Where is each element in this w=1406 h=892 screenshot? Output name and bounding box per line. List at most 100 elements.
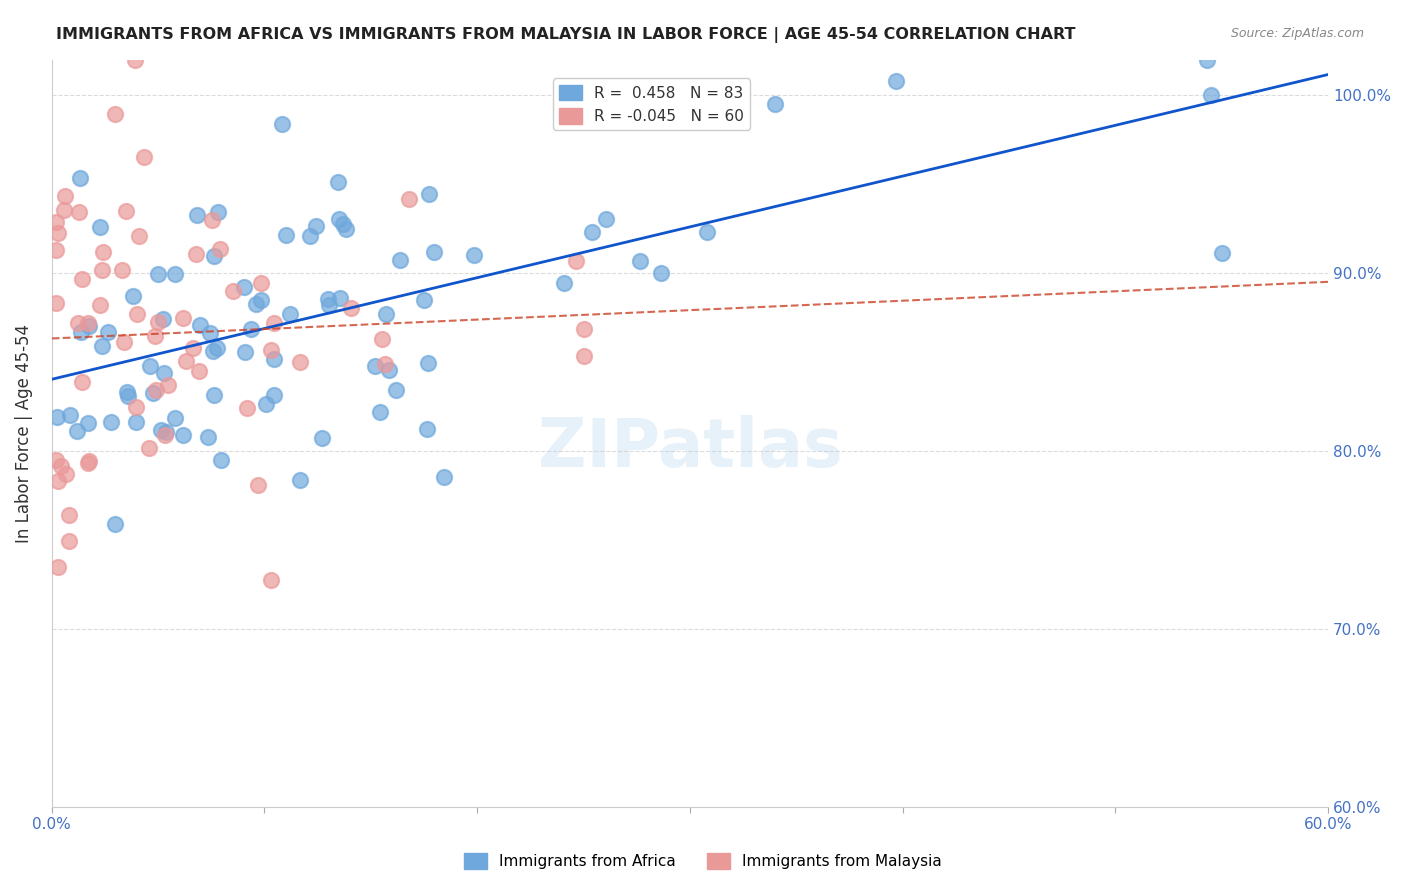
Immigrants from Malaysia (45, 215, 67, 229)
Immigrants from Malaysia (174, 353, 197, 368)
Immigrants from Africa (142, 385, 165, 400)
Immigrants from Africa (153, 366, 176, 380)
Immigrants from Africa (232, 280, 254, 294)
Immigrants from Malaysia (70, 271, 93, 285)
Immigrants from Africa (463, 248, 485, 262)
Immigrants from Africa (884, 74, 907, 88)
Immigrants from Malaysia (53, 189, 76, 203)
Immigrants from Africa (278, 307, 301, 321)
Immigrants from Africa (1197, 53, 1219, 67)
Immigrants from Africa (1199, 88, 1222, 103)
Immigrants from Africa (163, 267, 186, 281)
Immigrants from Africa (385, 383, 408, 397)
Immigrants from Malaysia (45, 296, 67, 310)
Immigrants from Africa (763, 97, 786, 112)
Immigrants from Africa (104, 516, 127, 531)
Immigrants from Africa (329, 291, 352, 305)
Immigrants from Malaysia (172, 310, 194, 325)
Immigrants from Malaysia (72, 376, 94, 390)
Immigrants from Africa (416, 356, 439, 370)
Immigrants from Malaysia (49, 458, 72, 473)
Immigrants from Africa (201, 344, 224, 359)
Immigrants from Malaysia (76, 316, 98, 330)
Immigrants from Africa (364, 359, 387, 374)
Immigrants from Africa (388, 252, 411, 267)
Immigrants from Malaysia (46, 226, 69, 240)
Immigrants from Africa (422, 245, 444, 260)
Immigrants from Africa (79, 319, 101, 334)
Immigrants from Africa (316, 292, 339, 306)
Immigrants from Malaysia (208, 242, 231, 256)
Immigrants from Malaysia (236, 401, 259, 416)
Immigrants from Africa (595, 211, 617, 226)
Immigrants from Africa (69, 171, 91, 186)
Immigrants from Malaysia (45, 453, 67, 467)
Text: Source: ZipAtlas.com: Source: ZipAtlas.com (1230, 27, 1364, 40)
Immigrants from Malaysia (153, 428, 176, 442)
Immigrants from Africa (375, 307, 398, 321)
Immigrants from Africa (696, 225, 718, 239)
Immigrants from Malaysia (125, 307, 148, 321)
Immigrants from Africa (318, 298, 340, 312)
Immigrants from Africa (326, 175, 349, 189)
Immigrants from Africa (89, 219, 111, 234)
Immigrants from Africa (305, 219, 328, 233)
Immigrants from Africa (415, 421, 437, 435)
Immigrants from Africa (628, 254, 651, 268)
Immigrants from Malaysia (572, 322, 595, 336)
Immigrants from Malaysia (260, 574, 283, 588)
Immigrants from Malaysia (46, 474, 69, 488)
Immigrants from Africa (70, 325, 93, 339)
Immigrants from Malaysia (398, 192, 420, 206)
Immigrants from Africa (412, 293, 434, 308)
Immigrants from Africa (163, 411, 186, 425)
Immigrants from Africa (45, 409, 67, 424)
Immigrants from Malaysia (184, 247, 207, 261)
Immigrants from Africa (553, 276, 575, 290)
Immigrants from Malaysia (91, 245, 114, 260)
Immigrants from Malaysia (90, 263, 112, 277)
Immigrants from Malaysia (111, 263, 134, 277)
Immigrants from Malaysia (124, 400, 146, 414)
Immigrants from Africa (673, 103, 696, 117)
Immigrants from Malaysia (89, 298, 111, 312)
Immigrants from Malaysia (201, 213, 224, 227)
Immigrants from Africa (233, 344, 256, 359)
Immigrants from Malaysia (77, 454, 100, 468)
Immigrants from Malaysia (114, 203, 136, 218)
Immigrants from Malaysia (187, 364, 209, 378)
Immigrants from Africa (188, 318, 211, 332)
Immigrants from Malaysia (222, 284, 245, 298)
Immigrants from Malaysia (249, 276, 271, 290)
Y-axis label: In Labor Force | Age 45-54: In Labor Force | Age 45-54 (15, 324, 32, 543)
Text: ZIPatlas: ZIPatlas (537, 416, 842, 482)
Immigrants from Africa (152, 311, 174, 326)
Immigrants from Malaysia (45, 244, 67, 258)
Immigrants from Africa (332, 217, 354, 231)
Immigrants from Africa (249, 293, 271, 308)
Immigrants from Africa (125, 415, 148, 429)
Immigrants from Malaysia (134, 151, 156, 165)
Immigrants from Africa (186, 208, 208, 222)
Immigrants from Malaysia (143, 329, 166, 343)
Immigrants from Africa (298, 229, 321, 244)
Immigrants from Africa (1211, 246, 1233, 260)
Immigrants from Malaysia (128, 229, 150, 244)
Immigrants from Malaysia (340, 301, 363, 316)
Immigrants from Africa (418, 186, 440, 201)
Immigrants from Malaysia (288, 355, 311, 369)
Immigrants from Malaysia (374, 357, 396, 371)
Immigrants from Africa (207, 205, 229, 219)
Immigrants from Malaysia (58, 508, 80, 523)
Immigrants from Africa (122, 289, 145, 303)
Immigrants from Africa (239, 322, 262, 336)
Immigrants from Africa (328, 211, 350, 226)
Immigrants from Africa (650, 266, 672, 280)
Immigrants from Malaysia (156, 377, 179, 392)
Immigrants from Africa (197, 430, 219, 444)
Immigrants from Africa (150, 423, 173, 437)
Immigrants from Malaysia (104, 107, 127, 121)
Immigrants from Africa (100, 415, 122, 429)
Immigrants from Malaysia (67, 316, 90, 330)
Immigrants from Malaysia (148, 315, 170, 329)
